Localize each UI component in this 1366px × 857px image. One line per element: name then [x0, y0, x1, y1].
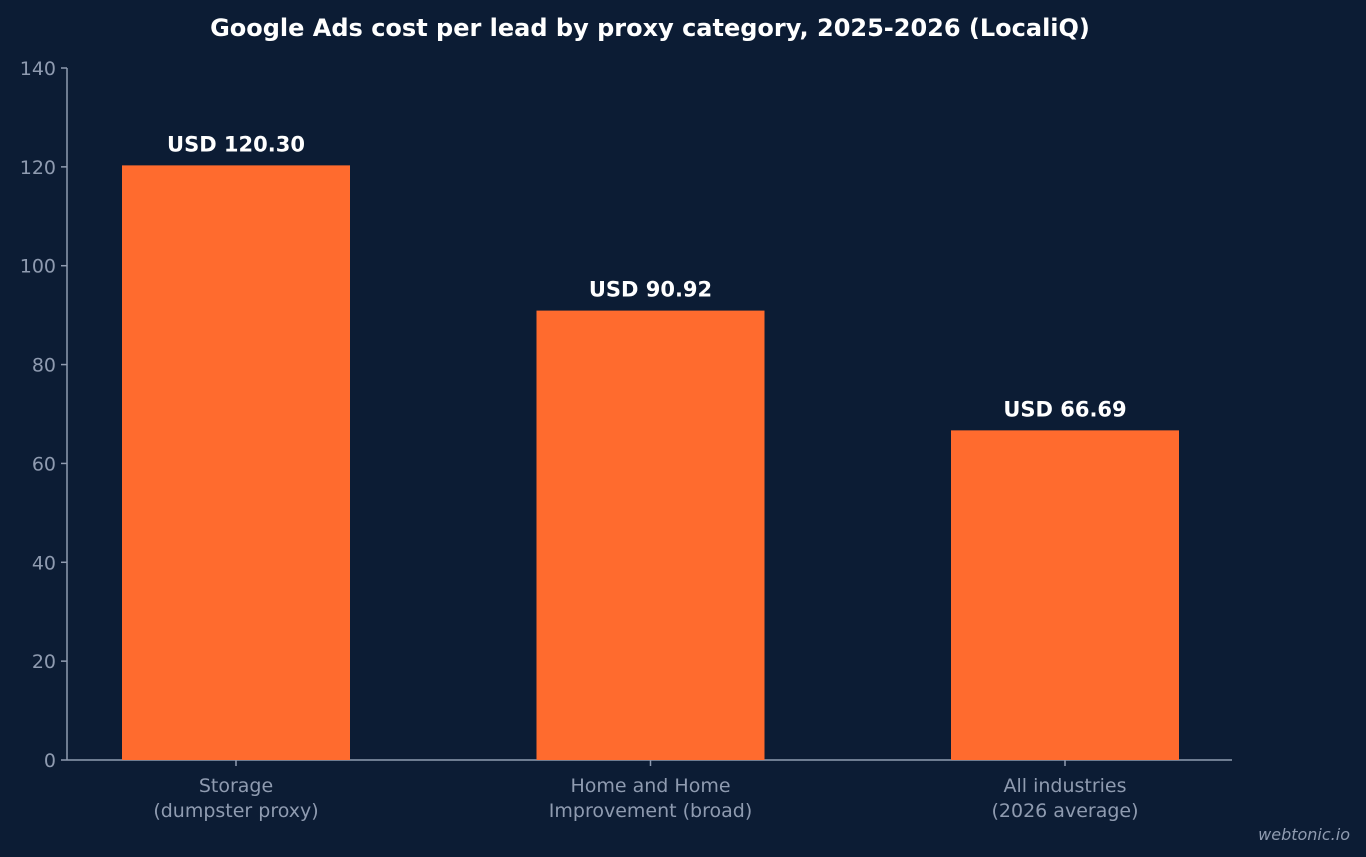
x-category-label: Home and Home Improvement (broad)	[549, 775, 752, 822]
y-tick-label: 60	[32, 453, 56, 475]
bar	[951, 430, 1179, 760]
bars	[122, 165, 1179, 761]
bar-value-label: USD 90.92	[589, 278, 712, 302]
y-tick-label: 0	[44, 750, 56, 772]
y-tick-label: 80	[32, 355, 56, 377]
watermark: webtonic.io	[1258, 825, 1350, 844]
x-category-label: Storage (dumpster proxy)	[153, 775, 318, 822]
x-axis: Storage (dumpster proxy) Home and Home Impr…	[67, 759, 1232, 822]
y-tick-label: 20	[32, 651, 56, 673]
y-tick-label: 40	[32, 552, 56, 574]
x-category-label: All industries (2026 average)	[992, 775, 1139, 822]
y-tick-label: 140	[20, 58, 56, 80]
y-axis: 0 20 40 60 80 100 120 140	[20, 58, 68, 772]
bar	[536, 310, 765, 760]
chart-title: Google Ads cost per lead by proxy catego…	[210, 14, 1090, 42]
data-labels: USD 120.30 USD 90.92 USD 66.69	[167, 132, 1127, 421]
bar-value-label: USD 120.30	[167, 132, 305, 156]
y-tick-label: 120	[20, 157, 56, 179]
bar	[122, 165, 350, 761]
y-tick-label: 100	[20, 256, 56, 278]
bar-value-label: USD 66.69	[1003, 397, 1126, 421]
